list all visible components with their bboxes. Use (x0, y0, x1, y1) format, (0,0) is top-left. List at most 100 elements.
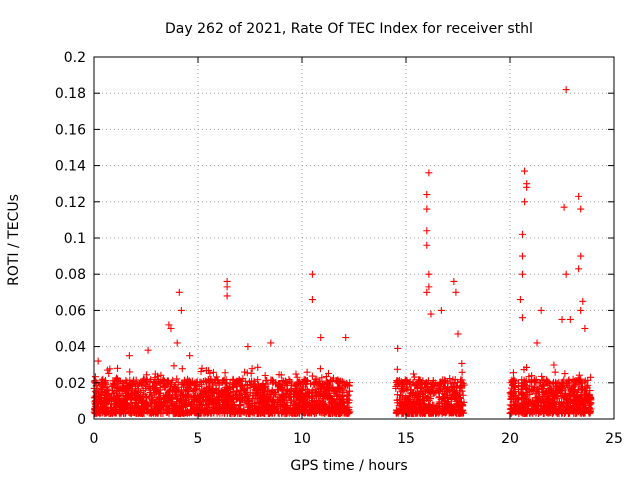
data-point (157, 403, 165, 411)
data-point (419, 377, 427, 385)
data-point (140, 402, 148, 410)
y-axis-label: ROTI / TECUs (6, 194, 22, 286)
data-point (529, 385, 537, 393)
data-point (535, 383, 543, 391)
peak-point (518, 252, 526, 260)
data-point (116, 400, 124, 408)
data-point (223, 379, 231, 387)
data-point (179, 391, 187, 399)
data-point (242, 409, 250, 417)
data-point (119, 396, 127, 404)
peak-point (223, 292, 231, 300)
data-point (198, 364, 206, 372)
data-point (236, 409, 244, 417)
data-point (203, 405, 211, 413)
data-point (221, 383, 229, 391)
data-point (320, 409, 328, 417)
data-point (140, 409, 148, 417)
data-point (552, 378, 560, 386)
data-point (91, 373, 99, 381)
data-point (518, 390, 526, 398)
data-point (448, 387, 456, 395)
y-tick-label: 0.14 (55, 159, 86, 175)
data-point (147, 386, 155, 394)
data-point (105, 369, 113, 377)
data-point (292, 403, 300, 411)
data-point (122, 387, 130, 395)
data-point (408, 410, 416, 418)
data-point (193, 408, 201, 416)
data-point (185, 400, 193, 408)
data-point (222, 390, 230, 398)
data-point (287, 392, 295, 400)
peak-point (165, 321, 173, 329)
data-point (164, 396, 172, 404)
data-point (544, 405, 552, 413)
peak-point (94, 357, 102, 365)
y-tick-label: 0.1 (64, 231, 86, 247)
data-point (196, 394, 204, 402)
data-point (565, 380, 573, 388)
data-point (579, 403, 587, 411)
data-point (522, 377, 530, 385)
data-point (304, 398, 312, 406)
data-point (192, 378, 200, 386)
peak-point (437, 306, 445, 314)
data-point (345, 403, 353, 411)
data-point (122, 402, 130, 410)
data-point (396, 407, 404, 415)
data-point (508, 402, 516, 410)
peak-point (423, 227, 431, 235)
data-point (206, 379, 214, 387)
data-point (217, 388, 225, 396)
data-point (458, 368, 466, 376)
data-point (511, 383, 519, 391)
data-point (321, 383, 329, 391)
data-point (213, 396, 221, 404)
data-point (143, 371, 151, 379)
data-point (320, 395, 328, 403)
y-tick-label: 0.12 (55, 195, 86, 211)
data-point (416, 390, 424, 398)
data-point (247, 369, 255, 377)
data-point (201, 377, 209, 385)
data-point (153, 407, 161, 415)
data-point (403, 377, 411, 385)
data-point (295, 399, 303, 407)
peak-point (425, 283, 433, 291)
peak-point (516, 296, 524, 304)
data-point (586, 392, 594, 400)
data-point (127, 400, 135, 408)
data-point (157, 371, 165, 379)
peak-point (423, 205, 431, 213)
data-point (246, 403, 254, 411)
data-point (137, 388, 145, 396)
data-point (303, 368, 311, 376)
data-point (330, 389, 338, 397)
data-point (277, 400, 285, 408)
data-point (539, 382, 547, 390)
data-point (287, 382, 295, 390)
data-point (277, 371, 285, 379)
data-point (114, 364, 122, 372)
data-point (583, 384, 591, 392)
data-point (109, 408, 117, 416)
data-point (293, 381, 301, 389)
data-point (240, 386, 248, 394)
peak-point (167, 325, 175, 332)
data-point (211, 405, 219, 413)
data-point (420, 395, 428, 403)
x-tick-label: 0 (90, 431, 99, 447)
data-point (225, 385, 233, 393)
x-tick-label: 10 (293, 431, 311, 447)
y-tick-label: 0.18 (55, 86, 86, 102)
data-point (439, 403, 447, 411)
data-point (333, 400, 341, 408)
data-point (169, 376, 177, 384)
peak-point (317, 334, 325, 342)
data-point (262, 401, 270, 409)
data-point (223, 406, 231, 414)
data-point (101, 406, 109, 414)
grid-lines (94, 57, 614, 419)
data-point (405, 392, 413, 400)
